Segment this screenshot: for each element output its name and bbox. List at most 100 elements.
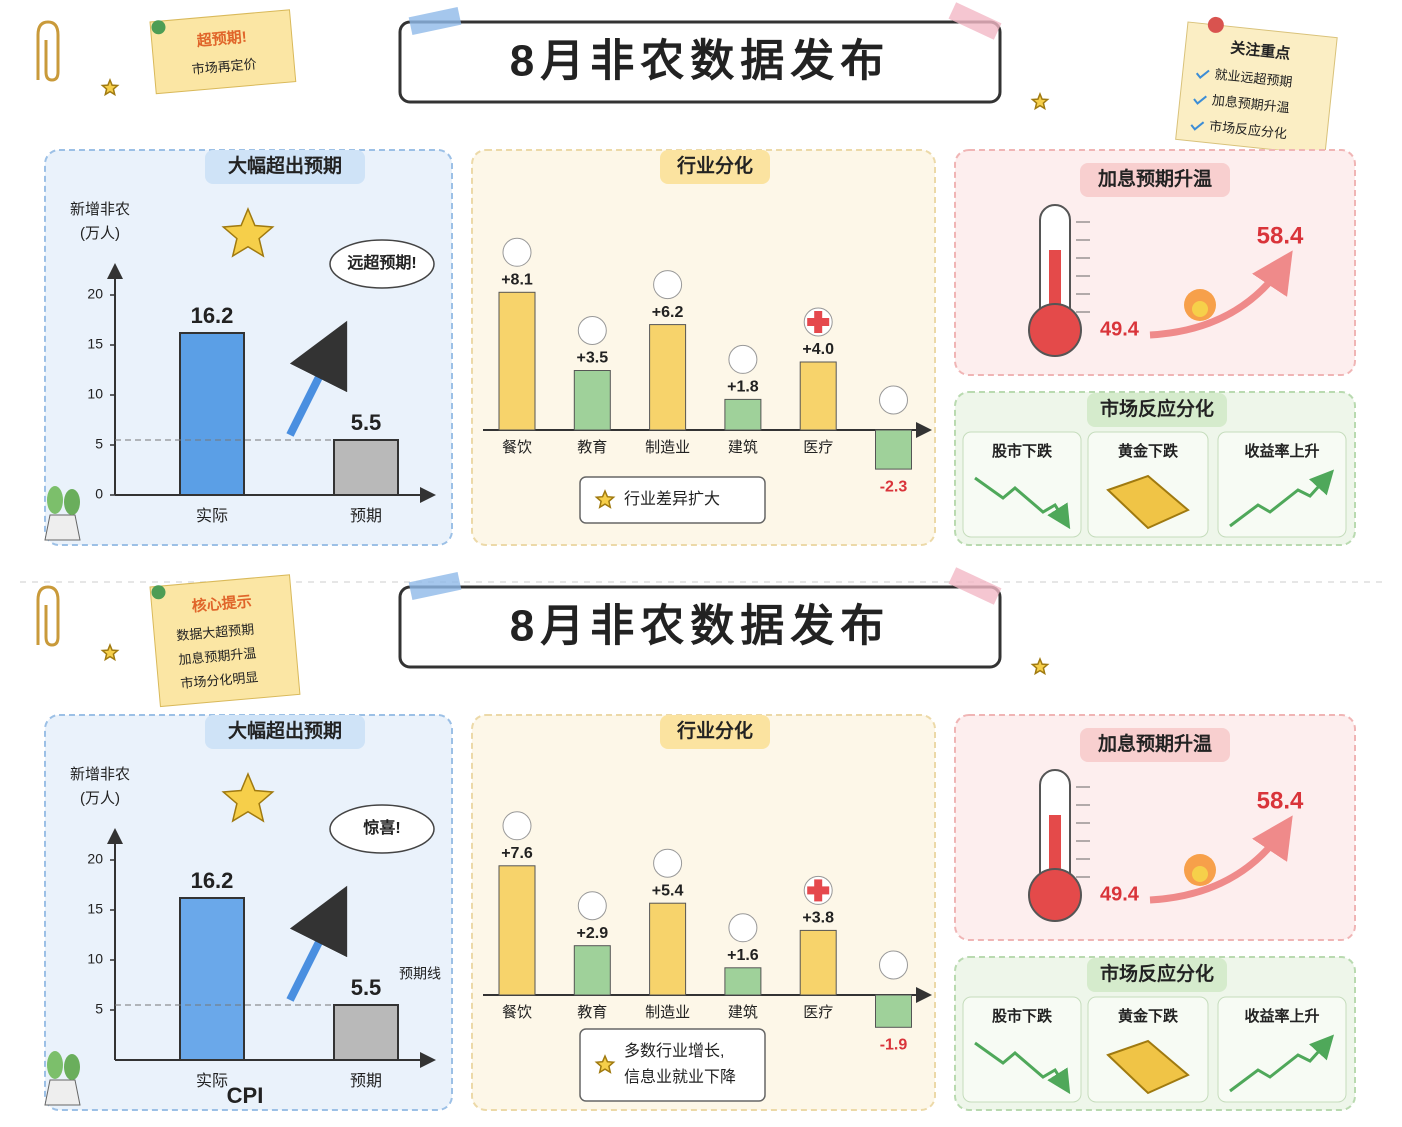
x-tick-label: 建筑 [728,1004,758,1021]
bar-value-label: +7.6 [501,845,533,862]
thermometer-bulb [1028,868,1082,922]
star-icon [100,643,120,662]
bar [333,439,399,496]
x-tick-label: 餐饮 [502,1004,532,1021]
check-icon [1190,121,1205,131]
bar-value-label: -1.9 [880,1037,908,1054]
panel [471,714,936,1111]
callout-text: 远超预期! [347,253,416,272]
pin [1207,16,1224,33]
panel-title-tag [1080,163,1230,197]
gold-bar [1106,474,1190,530]
market-label: 股市下跌 [992,1007,1053,1025]
y-tick-label: 10 [87,951,103,967]
star-icon [221,772,275,823]
note-item: 加息预期升温 [178,645,257,667]
y-tick-label: 5 [95,1001,103,1017]
y-tick-label: 10 [87,386,103,402]
y-axis-label: (万人) [80,225,120,242]
callout-bubble [329,804,435,854]
title-box [398,585,1002,669]
rate-from: 49.4 [1100,883,1140,905]
check-icon [1195,69,1210,79]
bar-value-label: 5.5 [351,410,382,435]
paperclip [36,585,60,647]
y-axis-label: (万人) [80,790,120,807]
bar-value-label: +1.8 [727,379,759,396]
panel-title: 行业分化 [676,719,753,742]
plant-pot [44,1079,81,1106]
insight-text: 信息业就业下降 [624,1068,736,1086]
panel-title-tag [1087,958,1227,992]
x-tick-label: 医疗 [803,1004,833,1021]
sector-icon [577,891,607,921]
rate-arrow [1149,815,1293,904]
bar-value-label: +2.9 [577,925,609,942]
sector-icon [728,344,758,374]
thermometer-bulb [1028,303,1082,357]
plant-pot [44,514,81,541]
rate-from: 49.4 [1100,318,1140,340]
y-axis-label: 新增非农 [70,201,130,218]
bar-value-label: +5.4 [652,882,684,899]
bar [875,994,912,1028]
board: 8月非农数据发布 超预期! 市场再定价 关注重点就业远超预期加息预期升温市场反应分化大… [36,2,1356,546]
star-icon [594,489,616,509]
rate-to: 58.4 [1257,787,1304,814]
sector-icon [502,811,532,841]
plant-leaf [47,486,63,514]
bar-value-label: -2.3 [880,478,908,495]
sector-icon [653,848,683,878]
note-paper [1175,21,1338,156]
extra-label: CPI [227,1083,264,1108]
callout-bubble [329,239,435,289]
y-tick-label: 0 [95,486,103,502]
x-tick-label: 制造业 [645,439,690,456]
check-icon [1193,95,1207,105]
insight-text: 行业差异扩大 [624,490,720,508]
down-trend [974,476,1071,530]
fire-core [1192,866,1208,882]
plant-leaf [64,1054,80,1080]
panel [471,149,936,546]
y-tick-label: 20 [87,286,103,302]
panel-title: 大幅超出预期 [228,154,342,177]
panel-title: 行业分化 [676,154,753,177]
bar [573,945,611,996]
tape [948,567,1002,605]
x-tick-label: 实际 [196,507,228,525]
y-tick-label: 5 [95,436,103,452]
panel-title: 市场反应分化 [1100,397,1214,420]
tape [948,2,1002,40]
blue-arrow [286,320,348,437]
up-trend [1229,469,1335,528]
star-icon [1030,92,1050,111]
sticky-note: 超预期! 市场再定价 [149,9,297,95]
bar [649,902,687,996]
market-label: 收益率上升 [1244,1007,1319,1025]
sector-icon [502,237,532,267]
bar-value-label: +4.0 [802,341,834,358]
market-label: 黄金下跌 [1118,1007,1179,1025]
note-item: 数据大超预期 [176,622,255,644]
tape [408,6,462,36]
y-tick-label: 15 [87,336,103,352]
bar [179,897,245,1061]
insight-box [579,476,766,524]
bar [179,332,245,496]
note-title: 超预期! [195,28,247,50]
bar-value-label: 5.5 [351,975,382,1000]
bar-value-label: +8.1 [501,272,533,289]
note-item: 市场分化明显 [180,669,259,691]
bar-value-label: 16.2 [191,303,234,328]
bar [498,865,536,996]
fire-core [1192,301,1208,317]
market-label: 黄金下跌 [1118,442,1179,460]
insight-box [579,1028,766,1102]
expectation-label: 预期线 [399,966,441,982]
x-tick-label: 预期 [350,1072,382,1090]
